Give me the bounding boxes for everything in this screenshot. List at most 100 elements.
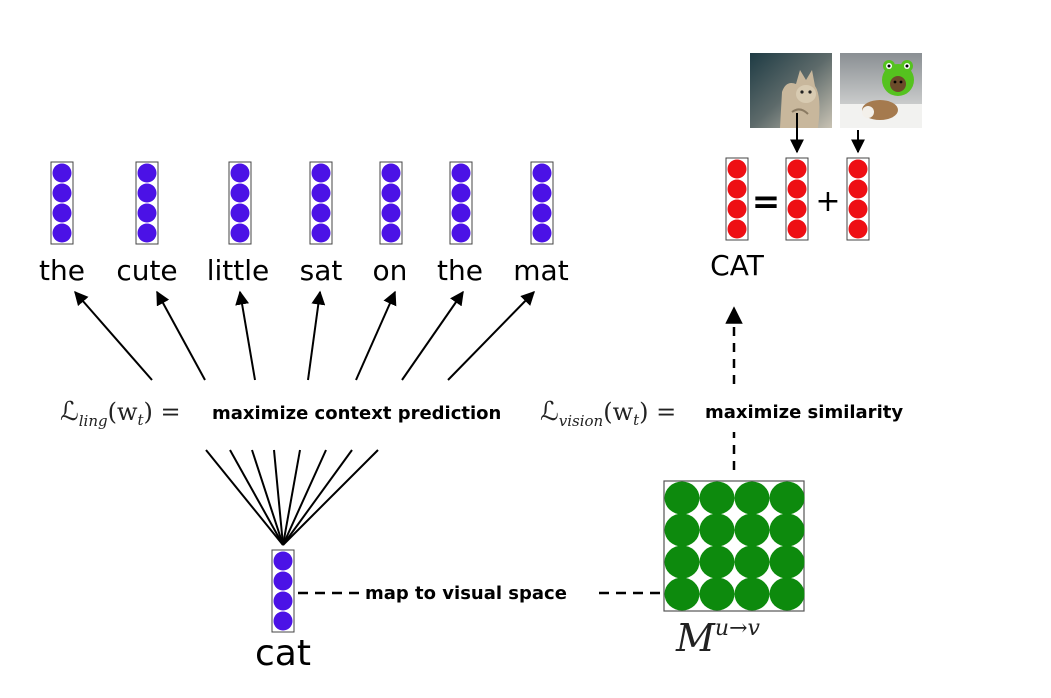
context-prediction-arrows bbox=[74, 290, 535, 381]
arrow-to-mat bbox=[447, 290, 535, 381]
context-vector-6-unit bbox=[451, 183, 471, 203]
context-vector-7-unit bbox=[532, 223, 552, 243]
concept-vector bbox=[725, 157, 749, 241]
concept-label: CAT bbox=[710, 249, 765, 282]
matrix-cell bbox=[734, 577, 770, 611]
context-word-mat: mat bbox=[513, 254, 568, 287]
context-vector-2-unit bbox=[137, 163, 157, 183]
equals-sign: = bbox=[752, 182, 781, 222]
matrix-cell bbox=[664, 513, 700, 547]
cat-photo-2 bbox=[840, 53, 922, 128]
cat-vector bbox=[271, 549, 295, 633]
matrix-cell bbox=[699, 545, 735, 579]
mapping-link: map to visual space bbox=[298, 583, 664, 604]
context-vector-1-unit bbox=[52, 203, 72, 223]
cat-photo-1 bbox=[750, 53, 832, 128]
context-vector-5-unit bbox=[381, 163, 401, 183]
context-vector-5-unit bbox=[381, 203, 401, 223]
mapping-matrix bbox=[663, 480, 805, 612]
matrix-cell bbox=[769, 577, 805, 611]
context-vector-1 bbox=[50, 161, 74, 245]
matrix-cell bbox=[664, 481, 700, 515]
image-2-vector bbox=[846, 157, 870, 241]
context-vector-2-unit bbox=[137, 183, 157, 203]
context-vector-4 bbox=[309, 161, 333, 245]
ling-loss-text: maximize context prediction bbox=[212, 403, 501, 424]
context-word-little: little bbox=[207, 254, 270, 287]
matrix-cell bbox=[699, 481, 735, 515]
target-word-vector bbox=[271, 549, 295, 633]
arrow-to-sat bbox=[307, 290, 326, 381]
arrow-to-the-2 bbox=[401, 290, 464, 381]
arrow-to-little bbox=[235, 290, 256, 381]
context-vector-7-unit bbox=[532, 183, 552, 203]
cat-vector-unit bbox=[273, 571, 293, 591]
matrix-cell bbox=[769, 481, 805, 515]
context-vector-3-unit bbox=[230, 223, 250, 243]
image-2-vector-unit bbox=[848, 179, 868, 199]
cat-vector-unit bbox=[273, 551, 293, 571]
target-word-label: cat bbox=[255, 633, 311, 674]
context-vector-2 bbox=[135, 161, 159, 245]
image-1-vector-unit bbox=[787, 159, 807, 179]
plus-sign: + bbox=[815, 184, 840, 219]
context-vector-2-unit bbox=[137, 203, 157, 223]
matrix-cell bbox=[699, 577, 735, 611]
image-1-vector-unit bbox=[787, 199, 807, 219]
context-word-labels: the cute little sat on the mat bbox=[39, 254, 569, 287]
ling-loss-label: ℒling(wt) = maximize context prediction bbox=[60, 397, 501, 430]
context-vector-3-unit bbox=[230, 203, 250, 223]
matrix-cell bbox=[734, 513, 770, 547]
arrow-to-the-1 bbox=[74, 290, 153, 381]
image-vectors bbox=[725, 157, 870, 241]
context-vector-1-unit bbox=[52, 163, 72, 183]
context-vector-3-unit bbox=[230, 163, 250, 183]
image-1-vector bbox=[785, 157, 809, 241]
matrix-cell bbox=[734, 481, 770, 515]
image-2-vector-unit bbox=[848, 159, 868, 179]
vision-loss-text: maximize similarity bbox=[705, 402, 903, 423]
cat-vector-unit bbox=[273, 611, 293, 631]
image-1-vector-unit bbox=[787, 219, 807, 239]
matrix-label: Mu→v bbox=[675, 616, 761, 660]
arrow-to-cute bbox=[156, 290, 206, 381]
svg-text:ℒling(wt) =: ℒling(wt) = bbox=[60, 397, 181, 430]
context-vector-4-unit bbox=[311, 183, 331, 203]
context-vector-6-unit bbox=[451, 163, 471, 183]
context-vector-1-unit bbox=[52, 223, 72, 243]
context-vector-4-unit bbox=[311, 163, 331, 183]
cat-vector-unit bbox=[273, 591, 293, 611]
context-vector-4-unit bbox=[311, 203, 331, 223]
matrix-cell bbox=[734, 545, 770, 579]
fan-lines bbox=[205, 449, 379, 546]
context-vector-5-unit bbox=[381, 183, 401, 203]
context-vector-3 bbox=[228, 161, 252, 245]
context-vector-6 bbox=[449, 161, 473, 245]
context-vector-2-unit bbox=[137, 223, 157, 243]
matrix-cell bbox=[699, 513, 735, 547]
image-2-vector-unit bbox=[848, 219, 868, 239]
matrix-cell bbox=[664, 577, 700, 611]
context-word-cute: cute bbox=[116, 254, 177, 287]
context-vector-4-unit bbox=[311, 223, 331, 243]
concept-vector-unit bbox=[727, 219, 747, 239]
context-word-the-2: the bbox=[437, 254, 483, 287]
image-1-vector-unit bbox=[787, 179, 807, 199]
vision-loss-label: ℒvision(wt) = maximize similarity bbox=[540, 397, 903, 430]
svg-text:ℒvision(wt) =: ℒvision(wt) = bbox=[540, 397, 676, 430]
context-vector-3-unit bbox=[230, 183, 250, 203]
context-word-vectors bbox=[50, 161, 554, 245]
context-word-on: on bbox=[373, 254, 408, 287]
context-word-sat: sat bbox=[300, 254, 343, 287]
context-vector-1-unit bbox=[52, 183, 72, 203]
arrow-to-on bbox=[355, 290, 397, 381]
concept-vector-unit bbox=[727, 179, 747, 199]
matrix-cell bbox=[769, 513, 805, 547]
context-vector-5 bbox=[379, 161, 403, 245]
context-vector-7-unit bbox=[532, 163, 552, 183]
matrix-cell bbox=[769, 545, 805, 579]
matrix-cell bbox=[664, 545, 700, 579]
concept-vector-unit bbox=[727, 159, 747, 179]
